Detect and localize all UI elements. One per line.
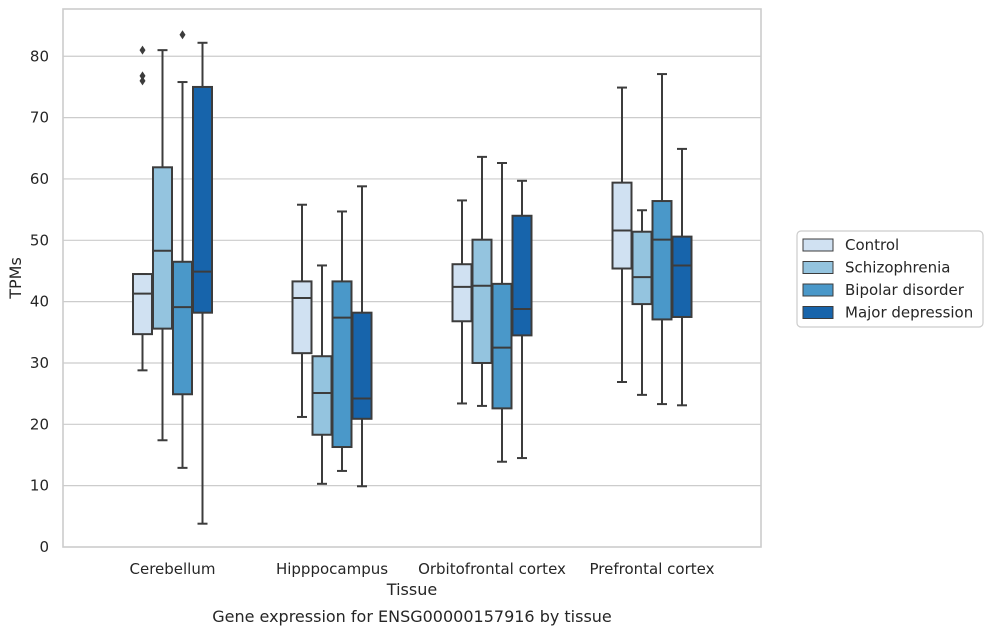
x-axis-label: Tissue [386,580,437,599]
box-orbitofrontal-cortex [471,155,493,407]
box-prefrontal-cortex [611,86,633,383]
box-body [132,273,153,336]
box-body [311,355,333,436]
legend: Control Schizophrenia Bipolar disorder Majo… [796,230,984,328]
legend-swatch [802,283,834,297]
legend-item: Control [802,236,899,254]
series-schizophrenia [152,49,653,485]
legend-swatch [802,306,834,319]
box-hipppocampus [291,203,313,418]
outlier-point [139,71,146,81]
box-body [491,282,513,410]
legend-item: Major depression [802,304,973,322]
box-hipppocampus [351,185,373,488]
box-hipppocampus [331,210,353,472]
box-body [291,280,313,355]
series-control [132,45,633,418]
chart-caption: Gene expression for ENSG00000157916 by t… [212,607,612,626]
box-prefrontal-cortex [651,73,673,406]
box-body [631,230,653,306]
legend-label: Major depression [845,304,973,322]
legend-label: Schizophrenia [845,259,950,277]
x-axis-ticks: Cerebellum Hipppocampus Orbitofrontal cort… [130,560,715,578]
x-tick-label: Cerebellum [130,560,216,578]
box-body [172,260,193,396]
outlier-point [139,45,146,55]
box-orbitofrontal-cortex [451,199,473,405]
outlier-point [139,76,146,86]
series-bipolar-disorder [172,30,673,472]
box-prefrontal-cortex [631,209,653,396]
y-tick-label: 70 [30,109,49,127]
box-cerebellum [132,45,153,372]
series-major-depression [192,41,693,525]
box-hipppocampus [311,264,333,485]
box-body [651,200,673,321]
legend-item: Schizophrenia [802,259,950,277]
y-tick-label: 80 [30,47,49,65]
plot-area-frame [62,8,762,548]
y-axis-label: TPMs [6,257,25,300]
box-orbitofrontal-cortex [511,179,533,460]
legend-item: Bipolar disorder [802,281,965,299]
x-tick-label: Prefrontal cortex [590,560,715,578]
box-body [671,235,693,318]
legend-frame [796,230,984,328]
box-prefrontal-cortex [671,147,693,407]
box-body [351,311,373,420]
box-body [471,238,493,364]
box-series-group [132,30,693,525]
y-tick-label: 60 [30,170,49,188]
box-body [611,181,633,270]
legend-swatch [802,238,834,252]
y-tick-label: 40 [30,293,49,311]
box-body [331,280,353,449]
y-axis-ticks: 0 10 20 30 40 50 60 70 80 [30,47,49,556]
y-tick-label: 50 [30,231,49,249]
box-body [511,214,533,337]
x-tick-label: Orbitofrontal cortex [418,560,566,578]
box-cerebellum [172,30,193,469]
x-tick-label: Hipppocampus [276,560,388,578]
y-tick-label: 10 [30,477,49,495]
y-tick-label: 20 [30,415,49,433]
box-body [192,85,213,314]
legend-swatch [802,261,834,274]
legend-label: Control [845,236,899,254]
box-orbitofrontal-cortex [491,162,513,463]
legend-label: Bipolar disorder [845,281,965,299]
y-tick-label: 0 [39,538,49,556]
box-body [451,263,473,323]
outlier-point [179,30,186,40]
y-tick-label: 30 [30,354,49,372]
box-cerebellum [152,49,173,442]
box-body [152,166,173,330]
box-cerebellum [192,41,213,525]
